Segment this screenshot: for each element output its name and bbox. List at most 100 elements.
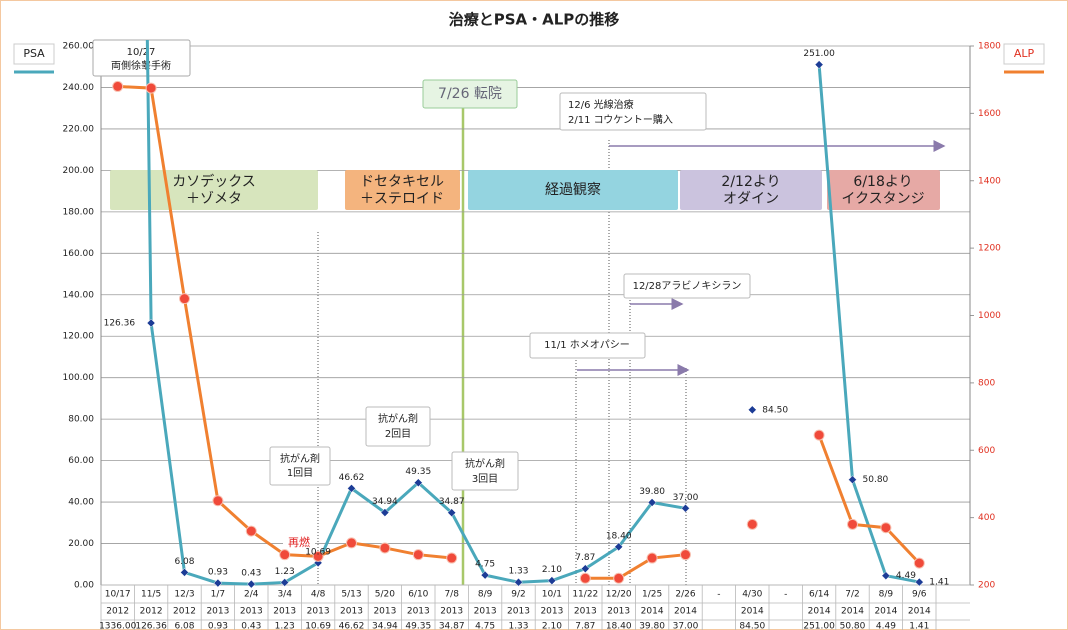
point xyxy=(847,518,858,530)
table-value: 4.49 xyxy=(876,622,896,630)
x-tick-label: 9/2 xyxy=(511,590,525,600)
point xyxy=(446,552,458,564)
y-label-box xyxy=(13,43,55,65)
table-value: 34.87 xyxy=(439,622,465,630)
data-label: 10.69 xyxy=(305,547,331,557)
table-value: 2.10 xyxy=(542,622,562,630)
annotation-text: 2回目 xyxy=(385,428,411,440)
table-value: 1.33 xyxy=(508,622,528,630)
point xyxy=(614,542,624,552)
x-tick-label: 11/5 xyxy=(141,590,161,600)
data-label: 1.33 xyxy=(508,567,528,577)
annotation-text: 7/26 転院 xyxy=(438,86,502,102)
y2-tick-label: 1800 xyxy=(978,42,1001,52)
annotation-box xyxy=(623,273,751,299)
point xyxy=(347,483,356,493)
x-tick-year: 2012 xyxy=(140,607,163,617)
table-value: 0.93 xyxy=(208,622,228,630)
y-tick-label: 160.00 xyxy=(63,249,95,259)
x-tick-label: 2/26 xyxy=(675,590,695,600)
point xyxy=(913,557,925,569)
point xyxy=(480,570,490,580)
y2-tick-label: 1200 xyxy=(978,244,1001,254)
x-tick-label: 2/4 xyxy=(244,590,259,600)
x-tick-label: 4/8 xyxy=(311,590,326,600)
x-tick-label: 10/17 xyxy=(105,590,131,600)
annotation-text: 抗がん剤 xyxy=(280,452,320,465)
annotation-box xyxy=(529,332,646,359)
x-tick-label: - xyxy=(784,590,787,600)
y-tick-label: 60.00 xyxy=(68,456,94,466)
annotation-text: 両側徐睾手術 xyxy=(111,59,171,72)
annotation-box xyxy=(468,170,678,210)
annotation-box xyxy=(92,39,191,77)
data-label: 49.35 xyxy=(405,467,431,477)
y-tick-label: 180.00 xyxy=(63,207,95,217)
y2-tick-label: 600 xyxy=(978,446,995,456)
point xyxy=(747,405,757,415)
series-line xyxy=(145,40,686,586)
point xyxy=(212,495,224,507)
table-value: 50.80 xyxy=(840,622,866,630)
point xyxy=(613,572,625,584)
table-value: 4.75 xyxy=(475,622,495,630)
x-tick-year: 2014 xyxy=(641,607,664,617)
x-tick-label: 1/7 xyxy=(211,590,225,600)
table-value: 49.35 xyxy=(405,622,431,630)
point xyxy=(145,82,157,94)
annotation-box xyxy=(345,170,460,210)
annotation-text: 3回目 xyxy=(472,473,498,485)
x-tick-label: 5/13 xyxy=(341,590,361,600)
x-tick-label: 3/4 xyxy=(277,590,292,600)
point xyxy=(312,550,324,562)
x-tick-year: 2014 xyxy=(741,607,764,617)
point xyxy=(380,508,390,517)
annotation-text: オダイン xyxy=(723,191,779,207)
point xyxy=(547,576,557,586)
point xyxy=(447,508,457,518)
data-label: 0.93 xyxy=(208,568,228,578)
x-tick-year: 2013 xyxy=(607,607,630,617)
x-tick-year: 2013 xyxy=(440,607,463,617)
point xyxy=(880,522,892,534)
table-value: 6.08 xyxy=(174,622,194,630)
y2-tick-label: 800 xyxy=(978,378,995,388)
annotation-text: ＋ゾメタ xyxy=(186,191,242,207)
point xyxy=(680,549,691,561)
data-label: 46.62 xyxy=(339,473,365,483)
series-line xyxy=(585,553,686,580)
table-value: 0.43 xyxy=(241,622,261,630)
point xyxy=(245,525,257,537)
annotation-box xyxy=(110,170,318,210)
point xyxy=(746,518,758,530)
x-tick-label: 6/14 xyxy=(809,590,829,600)
point xyxy=(279,549,291,561)
x-tick-label: 5/20 xyxy=(375,590,395,600)
y2-tick-label: 1000 xyxy=(978,311,1001,321)
point xyxy=(346,537,357,549)
x-tick-label: 11/22 xyxy=(572,590,598,600)
data-label: 4.49 xyxy=(896,571,916,581)
table-value: 1336.00 xyxy=(99,622,136,630)
x-tick-year: 2013 xyxy=(240,607,263,617)
table-value: 10.69 xyxy=(305,622,331,630)
y-tick-label: 220.00 xyxy=(63,124,95,134)
data-label: 50.80 xyxy=(863,475,889,485)
x-tick-label: 1/25 xyxy=(642,590,662,600)
data-label: 7.87 xyxy=(575,553,595,563)
point xyxy=(579,572,591,584)
data-label: 126.36 xyxy=(104,319,136,329)
x-tick-year: 2014 xyxy=(674,607,697,617)
y2-tick-label: 400 xyxy=(978,513,995,523)
y-tick-label: 80.00 xyxy=(68,415,94,425)
data-label: 2.10 xyxy=(542,565,562,575)
y2-tick-label: 200 xyxy=(978,581,995,591)
x-tick-year: 2013 xyxy=(206,607,229,617)
y2-tick-label: 1600 xyxy=(978,109,1001,119)
annotation-box xyxy=(269,446,331,486)
annotation-text: 再燃 xyxy=(288,535,310,549)
y-tick-label: 100.00 xyxy=(63,373,95,383)
x-tick-label: 4/30 xyxy=(742,590,762,600)
annotation-text: 2/12より xyxy=(721,174,780,190)
annotation-text: 12/6 光線治療 xyxy=(568,98,634,111)
